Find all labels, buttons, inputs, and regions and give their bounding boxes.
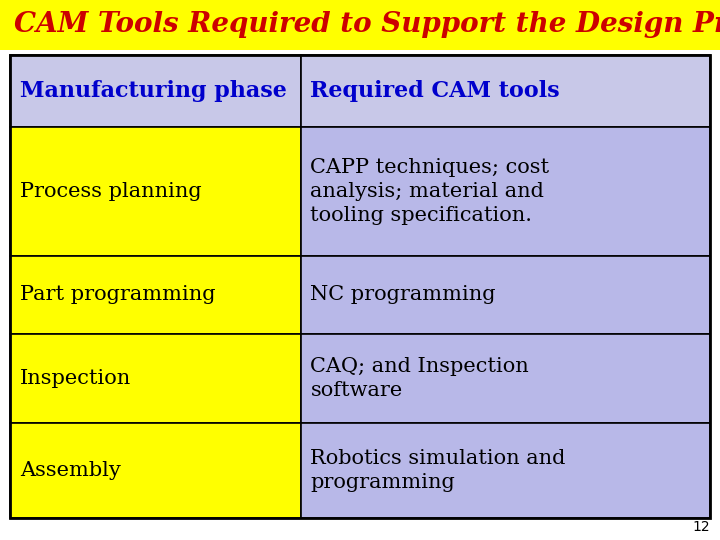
Bar bbox=[10, 127, 300, 256]
Text: 12: 12 bbox=[693, 520, 710, 534]
Text: Process planning: Process planning bbox=[20, 182, 202, 201]
Text: NC programming: NC programming bbox=[310, 286, 496, 305]
Text: Manufacturing phase: Manufacturing phase bbox=[20, 80, 287, 102]
Bar bbox=[300, 334, 710, 423]
Bar bbox=[10, 423, 300, 518]
Text: Robotics simulation and
programming: Robotics simulation and programming bbox=[310, 449, 566, 492]
Text: Part programming: Part programming bbox=[20, 286, 215, 305]
Text: Required CAM tools: Required CAM tools bbox=[310, 80, 560, 102]
Bar bbox=[10, 55, 300, 127]
Bar bbox=[10, 334, 300, 423]
Bar bbox=[0, 0, 720, 50]
Text: Assembly: Assembly bbox=[20, 461, 121, 480]
Bar bbox=[300, 127, 710, 256]
Bar bbox=[10, 256, 300, 334]
Bar bbox=[10, 55, 710, 518]
Text: Inspection: Inspection bbox=[20, 369, 131, 388]
Text: CAPP techniques; cost
analysis; material and
tooling specification.: CAPP techniques; cost analysis; material… bbox=[310, 158, 549, 225]
Bar bbox=[300, 55, 710, 127]
Bar bbox=[300, 256, 710, 334]
Text: CAQ; and Inspection
software: CAQ; and Inspection software bbox=[310, 357, 529, 400]
Bar bbox=[300, 423, 710, 518]
Text: CAM Tools Required to Support the Design Process: CAM Tools Required to Support the Design… bbox=[14, 11, 720, 38]
